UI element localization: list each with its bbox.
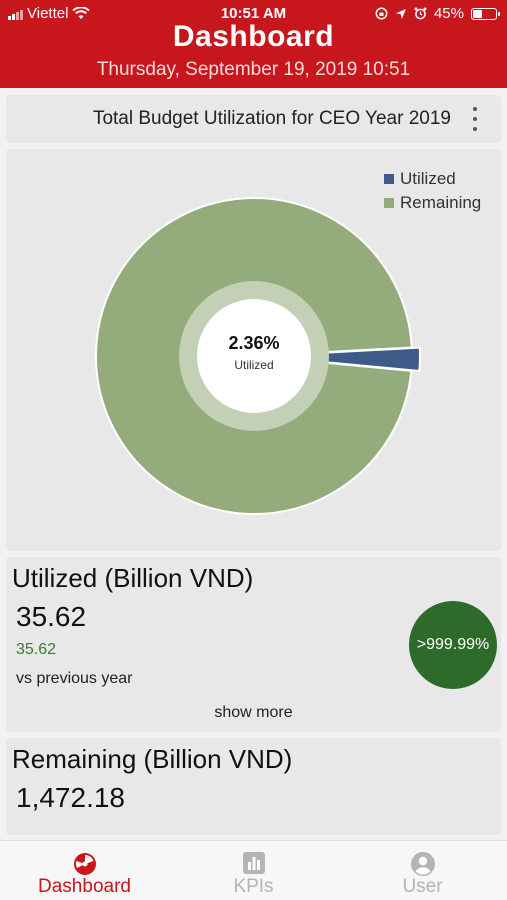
status-time: 10:51 AM	[220, 5, 287, 22]
chart-legend: Utilized Remaining	[384, 167, 481, 215]
app-header: Viettel 10:51 AM 45% Dashb	[0, 0, 507, 88]
nav-item-kpis[interactable]: KPIs	[169, 841, 338, 900]
legend-label: Remaining	[400, 193, 482, 212]
previous-year-value: 35.62	[16, 641, 57, 658]
legend-label: Utilized	[400, 169, 456, 188]
remaining-value: 1,472.18	[16, 782, 125, 813]
utilized-heading: Utilized (Billion VND)	[12, 563, 254, 593]
bar-chart-icon	[242, 852, 265, 874]
battery-percent: 45%	[433, 5, 464, 22]
comparison-label: vs previous year	[16, 670, 133, 687]
location-arrow-icon	[395, 8, 406, 19]
budget-chart-card: Utilized Remaining 2.36% Utilized	[6, 149, 501, 551]
utilized-caption: Utilized	[234, 358, 274, 372]
battery-icon	[471, 7, 500, 20]
utilized-percent: 2.36%	[228, 333, 280, 353]
nav-item-dashboard[interactable]: Dashboard	[0, 841, 169, 900]
alarm-icon	[414, 7, 427, 20]
utilized-card: Utilized (Billion VND) 35.62 35.62 vs pr…	[6, 557, 501, 732]
nav-label-user: User	[402, 876, 443, 897]
signal-icon	[8, 8, 23, 20]
page-title: Dashboard	[172, 20, 335, 53]
bottom-nav: Dashboard KPIs User	[0, 840, 507, 900]
utilized-value: 35.62	[16, 601, 87, 632]
donut-center-label: 2.36% Utilized	[204, 333, 304, 372]
show-more-button[interactable]: show more	[214, 704, 293, 721]
status-bar: Viettel 10:51 AM 45%	[0, 0, 507, 28]
wifi-icon	[72, 7, 91, 19]
remaining-card: Remaining (Billion VND) 1,472.18	[6, 738, 501, 835]
page-date: Thursday, September 19, 2019 10:51	[96, 59, 411, 80]
legend-item-remaining[interactable]: Remaining	[384, 191, 481, 215]
legend-item-utilized[interactable]: Utilized	[384, 167, 481, 191]
budget-donut-chart	[95, 197, 421, 515]
nav-item-user[interactable]: User	[338, 841, 507, 900]
chart-title-bar: Total Budget Utilization for CEO Year 20…	[6, 95, 501, 143]
chart-title: Total Budget Utilization for CEO Year 20…	[92, 108, 451, 129]
nav-label-kpis: KPIs	[233, 876, 274, 897]
nav-label-dashboard: Dashboard	[38, 876, 131, 897]
more-options-icon[interactable]	[471, 107, 479, 131]
growth-badge: >999.99%	[409, 601, 497, 689]
carrier-name: Viettel	[27, 5, 69, 22]
pie-slice-utilized[interactable]	[261, 346, 421, 373]
rotation-lock-icon	[375, 7, 388, 20]
user-icon	[410, 852, 435, 876]
remaining-heading: Remaining (Billion VND)	[12, 744, 293, 774]
dashboard-gauge-icon	[73, 853, 96, 875]
donut-hole	[197, 299, 311, 413]
